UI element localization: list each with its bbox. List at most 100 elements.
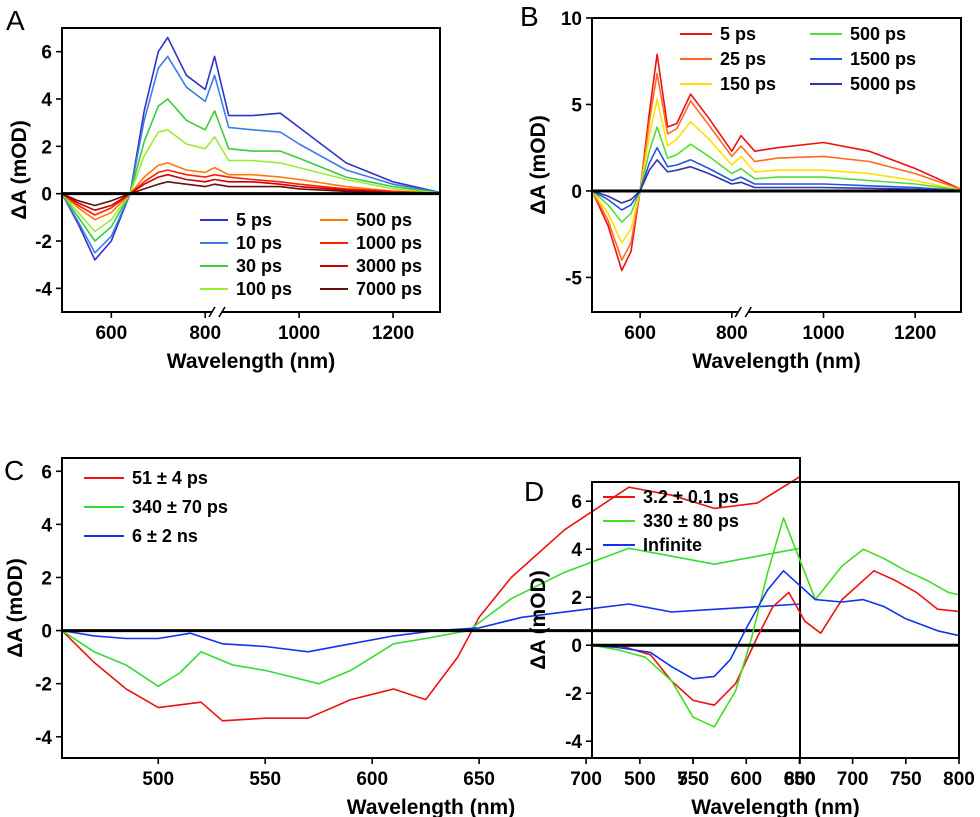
y-tick-label: -4 — [565, 732, 582, 753]
legend-label: 7000 ps — [356, 279, 422, 299]
y-tick-label: 2 — [41, 568, 52, 589]
panel-letter: B — [520, 1, 539, 32]
x-tick-label: 600 — [356, 769, 388, 790]
axis-break-mark — [734, 306, 742, 318]
plot-frame — [61, 27, 441, 313]
series-line — [592, 72, 961, 261]
legend-label: 3.2 ± 0.1 ps — [643, 487, 739, 507]
series-group — [62, 36, 440, 261]
chart-panel-c: C 500 550 600 650 700 750 800 -4 -2 0 2 4 6 Wavelength… — [4, 455, 816, 817]
chart-panel-d: D 500 550 600 650 700 750 800 -4 -2 0 2 4 6 Wavelength… — [524, 476, 975, 817]
legend-label: Infinite — [643, 535, 702, 555]
legend-label: 500 ps — [356, 210, 412, 230]
y-tick-label: 2 — [41, 137, 52, 158]
series-line — [62, 603, 800, 653]
y-tick-label: 4 — [41, 515, 52, 536]
x-tick-label: 650 — [463, 769, 495, 790]
series-group — [592, 517, 959, 728]
x-tick-label: 500 — [142, 769, 174, 790]
series-line — [62, 129, 440, 233]
x-tick-label: 800 — [189, 323, 221, 344]
legend-label: 3000 ps — [356, 256, 422, 276]
legend-label: 1000 ps — [356, 233, 422, 253]
y-tick-label: 0 — [571, 636, 582, 657]
x-tick-label: 600 — [95, 323, 127, 344]
x-axis-title: Wavelength (nm) — [692, 350, 860, 373]
legend-label: 10 ps — [236, 233, 282, 253]
legend-label: 5 ps — [236, 210, 272, 230]
y-tick-label: 0 — [571, 182, 582, 203]
x-tick-label: 1200 — [894, 323, 936, 344]
y-tick-label: -2 — [35, 232, 52, 253]
series-line — [62, 169, 440, 216]
series-group — [592, 53, 961, 272]
y-tick-label: -2 — [35, 675, 52, 696]
x-tick-label: 750 — [677, 769, 709, 790]
series-line — [62, 547, 800, 688]
x-tick-label: 800 — [943, 769, 975, 790]
legend: 5 ps 10 ps 30 ps 100 ps 500 ps 1000 ps 3000 ps… — [200, 210, 422, 299]
chart-panel-a: A 600 800 1000 1200 -4 -2 0 2 4 6 Wavelength (nm) ΔA… — [6, 5, 441, 373]
x-axis-title: Wavelength (nm) — [347, 796, 515, 817]
x-tick-label: 1200 — [372, 323, 414, 344]
y-axis-title: ΔA (mOD) — [527, 570, 550, 669]
y-tick-label: -4 — [35, 279, 52, 300]
y-tick-label: 4 — [571, 540, 582, 561]
legend-label: 6 ± 2 ns — [132, 526, 198, 546]
series-line — [592, 569, 959, 680]
legend-label: 340 ± 70 ps — [132, 497, 228, 517]
x-tick-label: 700 — [570, 769, 602, 790]
series-line — [62, 55, 440, 254]
series-line — [62, 162, 440, 221]
panel-letter: C — [4, 455, 24, 486]
plot-frame — [591, 17, 962, 313]
legend: 3.2 ± 0.1 ps 330 ± 80 ps Infinite — [603, 487, 739, 555]
plot-frame — [61, 457, 801, 759]
y-axis-title: ΔA (mOD) — [4, 558, 27, 657]
x-tick-label: 1000 — [802, 323, 844, 344]
legend-label: 500 ps — [850, 24, 906, 44]
axis-break-mark — [218, 306, 226, 318]
x-axis-title: Wavelength (nm) — [167, 350, 335, 373]
y-tick-label: 6 — [571, 492, 582, 513]
series-line — [592, 159, 961, 204]
plot-frame — [591, 481, 960, 759]
y-axis-title: ΔA (mOD) — [527, 115, 550, 214]
legend-label: 1500 ps — [850, 49, 916, 69]
axis-break-mark — [744, 306, 752, 318]
series-group — [62, 475, 800, 722]
x-axis-title: Wavelength (nm) — [691, 796, 859, 817]
x-tick-label: 550 — [249, 769, 281, 790]
legend-label: 100 ps — [236, 279, 292, 299]
series-line — [592, 98, 961, 244]
axis-break-gap — [738, 308, 749, 316]
x-tick-label: 800 — [784, 769, 816, 790]
y-tick-label: 2 — [571, 588, 582, 609]
series-line — [592, 517, 959, 728]
y-tick-label: 4 — [41, 90, 52, 111]
chart-panel-b: B 600 800 1000 1200 -5 0 5 10 Wavelength (nm) ΔA (… — [520, 1, 962, 373]
series-line — [62, 475, 800, 722]
y-tick-label: -5 — [565, 268, 582, 289]
x-tick-label: 700 — [837, 769, 869, 790]
y-tick-label: 0 — [41, 185, 52, 206]
x-tick-label: 600 — [730, 769, 762, 790]
series-line — [592, 53, 961, 272]
series-line — [62, 173, 440, 211]
y-axis-title: ΔA (mOD) — [8, 120, 31, 219]
x-tick-label: 550 — [677, 769, 709, 790]
axis-break-mark — [208, 306, 216, 318]
x-tick-label: 800 — [716, 323, 748, 344]
legend-label: 25 ps — [720, 49, 766, 69]
x-tick-label: 650 — [784, 769, 816, 790]
series-line — [592, 569, 959, 707]
legend: 51 ± 4 ps 340 ± 70 ps 6 ± 2 ns — [84, 468, 228, 546]
legend-label: 5 ps — [720, 24, 756, 44]
x-tick-label: 600 — [624, 323, 656, 344]
y-tick-label: -4 — [35, 728, 52, 749]
x-tick-label: 500 — [624, 769, 656, 790]
legend-label: 5000 ps — [850, 74, 916, 94]
y-tick-label: 6 — [41, 462, 52, 483]
series-line — [62, 181, 440, 207]
legend-label: 51 ± 4 ps — [132, 468, 208, 488]
